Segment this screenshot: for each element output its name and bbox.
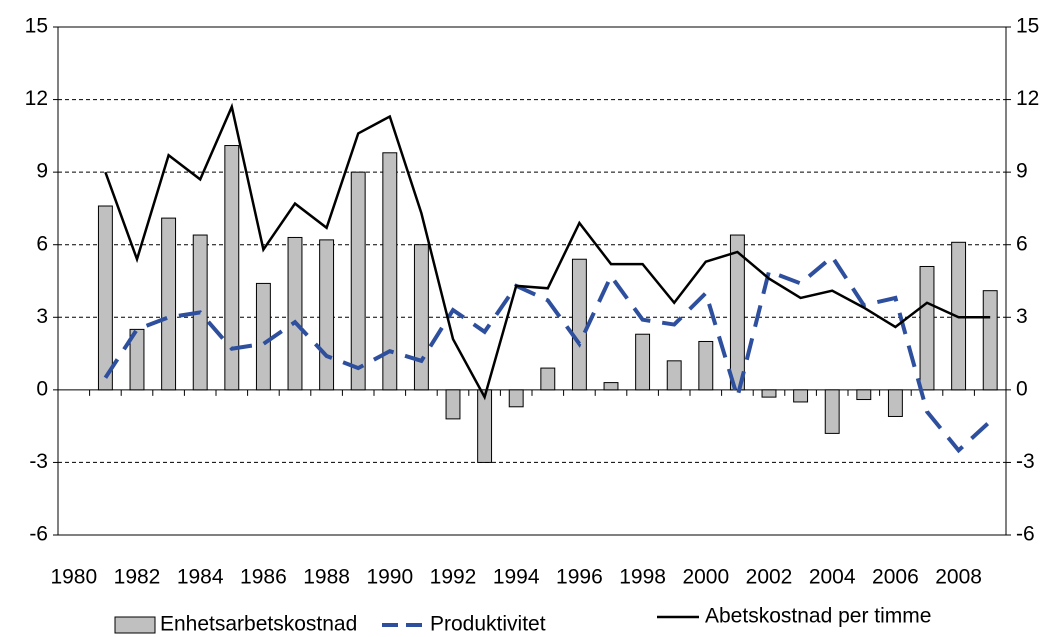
bar (129, 328, 145, 391)
bar (824, 389, 840, 434)
y2-tick-label: 3 (1016, 305, 1028, 328)
y-tick-label: -6 (29, 523, 48, 546)
bar (919, 265, 935, 391)
x-tick-label: 1986 (240, 566, 287, 589)
bar (856, 389, 872, 401)
y-tick-label: 6 (36, 232, 48, 255)
x-tick-label: 1994 (493, 566, 540, 589)
y2-tick-label: -3 (1016, 450, 1035, 473)
bar (887, 389, 903, 417)
x-tick-label: 2000 (682, 566, 729, 589)
x-tick-label: 1998 (619, 566, 666, 589)
y2-tick-label: 15 (1016, 15, 1039, 38)
bar (666, 360, 682, 391)
y2-tick-label: -6 (1016, 523, 1035, 546)
bar (508, 389, 524, 408)
bar (350, 171, 366, 391)
y-tick-label: 15 (25, 15, 48, 38)
x-tick-label: 2004 (809, 566, 856, 589)
legend-swatch (114, 616, 156, 634)
bar (793, 389, 809, 403)
bar (287, 236, 303, 391)
bar (698, 340, 714, 391)
y2-tick-label: 12 (1016, 87, 1039, 110)
y-tick-label: 3 (36, 305, 48, 328)
x-tick-label: 2006 (872, 566, 919, 589)
x-tick-label: 1992 (430, 566, 477, 589)
bar (603, 382, 619, 391)
bar (729, 234, 745, 391)
dashed-line (103, 253, 992, 454)
y2-tick-label: 0 (1016, 377, 1028, 400)
bar (761, 389, 777, 398)
bar (224, 145, 240, 391)
x-tick-label: 1980 (50, 566, 97, 589)
x-tick-label: 1982 (114, 566, 161, 589)
legend-label: Produktivitet (430, 613, 546, 636)
bar (635, 333, 651, 391)
bar (97, 205, 113, 391)
bar (571, 258, 587, 391)
y2-tick-label: 6 (1016, 232, 1028, 255)
x-tick-label: 1984 (177, 566, 224, 589)
y-tick-label: 12 (25, 87, 48, 110)
bar (319, 239, 335, 391)
y-tick-label: 0 (36, 377, 48, 400)
bar (255, 282, 271, 391)
y-tick-label: 9 (36, 160, 48, 183)
bar (382, 152, 398, 391)
x-tick-label: 1988 (303, 566, 350, 589)
x-tick-label: 2002 (746, 566, 793, 589)
bar (413, 244, 429, 391)
bar (161, 217, 177, 391)
y-tick-label: -3 (29, 450, 48, 473)
plot-frame (57, 26, 1007, 536)
bar (445, 389, 461, 420)
bar (540, 367, 556, 391)
bar (982, 290, 998, 391)
bar (477, 389, 493, 463)
y2-tick-label: 9 (1016, 160, 1028, 183)
legend-label: Abetskostnad per timme (705, 605, 931, 628)
x-tick-label: 2008 (935, 566, 982, 589)
x-tick-label: 1990 (366, 566, 413, 589)
line (104, 102, 991, 401)
legend-label: Enhetsarbetskostnad (160, 613, 357, 636)
x-tick-label: 1996 (556, 566, 603, 589)
